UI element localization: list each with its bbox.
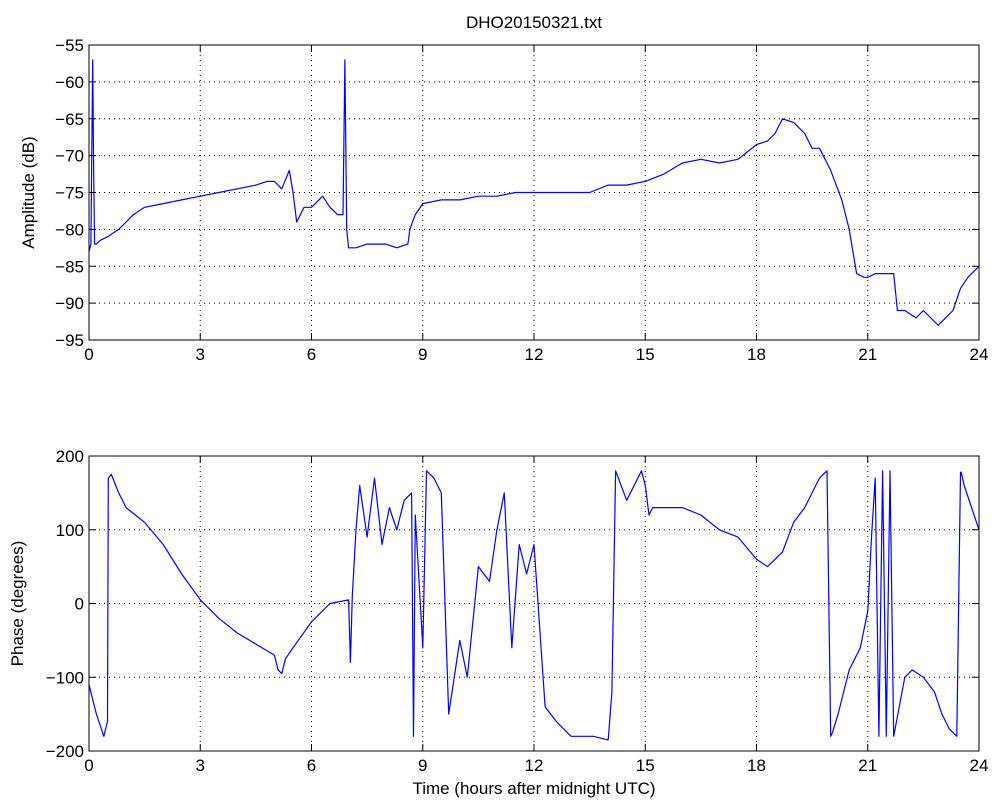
- chart-1-x-tick-label: 6: [307, 756, 316, 775]
- chart-1-x-tick-label: 12: [525, 756, 544, 775]
- chart-0-x-tick-label: 0: [84, 345, 93, 364]
- chart-0-title: DHO20150321.txt: [466, 13, 602, 32]
- chart-1-y-tick-label: 200: [56, 447, 84, 466]
- chart-0-y-tick-label: −60: [55, 73, 84, 92]
- chart-0-y-tick-label: −95: [55, 331, 84, 350]
- chart-0-x-tick-label: 24: [970, 345, 989, 364]
- chart-0-y-tick-label: −65: [55, 110, 84, 129]
- chart-1-x-tick-label: 24: [970, 756, 989, 775]
- chart-0-y-tick-label: −90: [55, 294, 84, 313]
- chart-0-x-tick-label: 18: [747, 345, 766, 364]
- chart-1-y-tick-label: 0: [75, 595, 84, 614]
- chart-1-y-axis-label: Phase (degrees): [8, 541, 27, 667]
- chart-1-y-tick-label: 100: [56, 521, 84, 540]
- chart-1-x-tick-label: 18: [747, 756, 766, 775]
- chart-0-y-tick-label: −85: [55, 257, 84, 276]
- chart-1-x-tick-label: 9: [418, 756, 427, 775]
- phase-chart: 0 3 6 9 12 15 18 21 24 200 100 0 −100 −200 Time (hours…: [8, 447, 988, 798]
- chart-0-y-tick-label: −55: [55, 36, 84, 55]
- amplitude-chart: 0 3 6 9 12 15 18 21 24 −55 −60 −65 −70 −75 −80 −85 −90 −9…: [19, 13, 988, 364]
- chart-0-x-tick-label: 3: [196, 345, 205, 364]
- chart-0-x-tick-label: 6: [307, 345, 316, 364]
- chart-0-y-tick-label: −70: [55, 147, 84, 166]
- chart-0-y-tick-label: −75: [55, 184, 84, 203]
- chart-0-x-tick-label: 15: [636, 345, 655, 364]
- chart-1-x-tick-label: 21: [858, 756, 877, 775]
- chart-0-y-axis-label: Amplitude (dB): [19, 136, 38, 248]
- chart-1-y-tick-label: −100: [46, 668, 84, 687]
- chart-1-series-line: [88, 470, 980, 741]
- chart-1-x-tick-label: 15: [636, 756, 655, 775]
- chart-0-y-tick-label: −80: [55, 220, 84, 239]
- chart-0-x-tick-label: 12: [525, 345, 544, 364]
- chart-0-x-tick-label: 21: [858, 345, 877, 364]
- chart-0-series-line: [88, 59, 980, 326]
- chart-1-x-axis-label: Time (hours after midnight UTC): [412, 779, 655, 798]
- chart-1-y-tick-label: −200: [46, 742, 84, 761]
- chart-0-x-tick-label: 9: [418, 345, 427, 364]
- chart-1-x-tick-label: 0: [84, 756, 93, 775]
- chart-1-x-tick-label: 3: [196, 756, 205, 775]
